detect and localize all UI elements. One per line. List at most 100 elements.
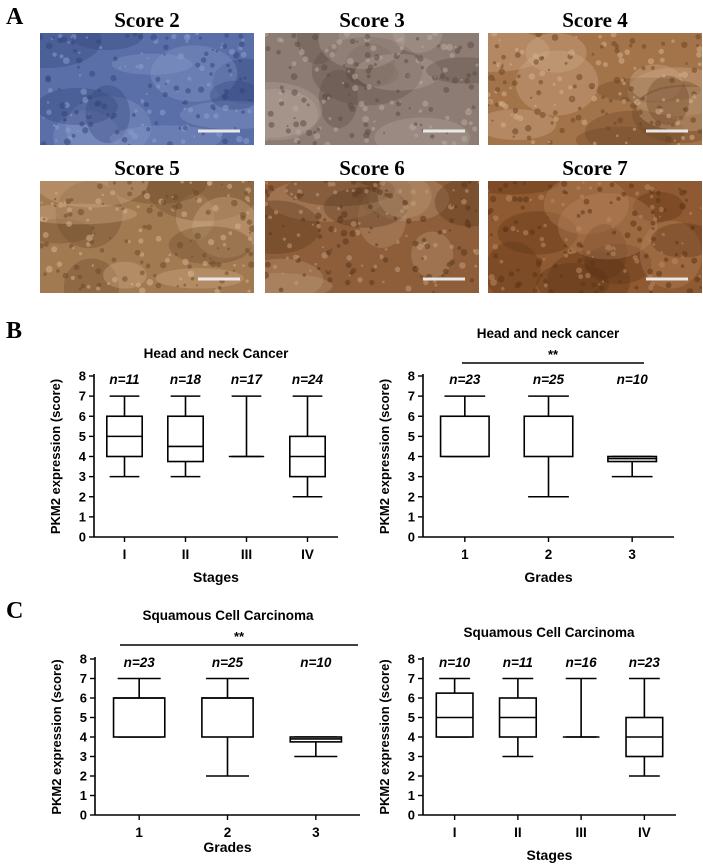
x-tick-label: II (514, 825, 522, 840)
n-label: n=17 (231, 372, 264, 387)
chart-title: Squamous Cell Carcinoma (142, 608, 314, 623)
n-label: n=23 (629, 655, 661, 670)
box (607, 455, 658, 478)
micrograph-image (488, 181, 702, 293)
y-tick-label: 3 (80, 749, 87, 764)
box-plot: Squamous Cell Carcinoma ** 0 1 2 3 4 5 6 7 8 PKM2 e… (49, 608, 360, 855)
y-tick-label: 1 (408, 509, 415, 524)
box (562, 677, 600, 738)
y-tick-label: 6 (408, 691, 415, 706)
y-tick-label: 6 (80, 691, 87, 706)
y-tick-label: 5 (79, 429, 86, 444)
y-axis-label: PKM2 expression (score) (377, 659, 392, 814)
chart-title: Head and neck cancer (477, 326, 620, 341)
y-tick-label: 8 (408, 369, 415, 384)
y-tick-label: 7 (79, 389, 86, 404)
y-tick-label: 8 (80, 652, 87, 667)
y-tick-label: 7 (80, 671, 87, 686)
y-tick-label: 5 (80, 710, 87, 725)
y-tick-label: 0 (408, 808, 415, 823)
y-axis-label: PKM2 expression (score) (48, 379, 63, 534)
box (112, 677, 166, 738)
box (523, 395, 574, 498)
x-tick-label: I (123, 547, 127, 562)
x-tick-label: IV (638, 825, 651, 840)
box (625, 677, 664, 777)
y-axis-label: PKM2 expression (score) (49, 659, 64, 814)
panel-letter-b: B (6, 318, 23, 344)
significance-label: ** (548, 347, 559, 362)
box (435, 677, 474, 738)
x-tick-label: 1 (135, 825, 143, 840)
box (167, 395, 204, 478)
box (289, 736, 343, 758)
y-tick-label: 2 (79, 489, 86, 504)
n-label: n=18 (170, 372, 202, 387)
micrograph-title: Score 2 (114, 8, 180, 32)
y-tick-label: 4 (408, 730, 416, 745)
y-tick-label: 0 (80, 808, 87, 823)
chart-title: Squamous Cell Carcinoma (463, 625, 635, 640)
y-tick-label: 3 (408, 469, 415, 484)
micrograph-image (40, 181, 254, 293)
box (106, 395, 143, 478)
y-tick-label: 5 (408, 710, 415, 725)
y-tick-label: 4 (408, 449, 416, 464)
significance-label: ** (234, 629, 245, 644)
box (201, 677, 254, 777)
y-tick-label: 0 (408, 530, 415, 545)
micrograph-title: Score 5 (114, 156, 180, 180)
y-tick-label: 3 (408, 749, 415, 764)
x-tick-label: 2 (545, 547, 553, 562)
micrograph-title: Score 6 (339, 156, 405, 180)
micrograph-image (40, 33, 254, 145)
micrograph-title: Score 3 (339, 8, 405, 32)
x-tick-label: 3 (312, 825, 320, 840)
y-tick-label: 1 (80, 788, 87, 803)
n-label: n=11 (503, 655, 533, 670)
y-tick-label: 1 (408, 788, 415, 803)
n-label: n=24 (292, 372, 324, 387)
x-tick-label: IV (301, 547, 314, 562)
y-tick-label: 2 (80, 769, 87, 784)
micrograph-image (265, 33, 479, 145)
y-tick-label: 6 (408, 409, 415, 424)
y-tick-label: 8 (79, 369, 86, 384)
y-tick-label: 8 (408, 652, 415, 667)
panel-letter-c: C (6, 598, 24, 624)
n-label: n=25 (212, 655, 244, 670)
y-axis-label: PKM2 expression (score) (377, 379, 392, 534)
y-tick-label: 0 (79, 530, 86, 545)
chart-title: Head and neck Cancer (144, 346, 290, 361)
n-label: n=23 (449, 372, 481, 387)
x-tick-label: III (575, 825, 586, 840)
y-tick-label: 4 (80, 730, 88, 745)
y-tick-label: 1 (79, 509, 86, 524)
y-tick-label: 7 (408, 671, 415, 686)
micrograph-image (265, 181, 479, 293)
micrograph-title: Score 7 (562, 156, 628, 180)
y-tick-label: 5 (408, 429, 415, 444)
x-tick-label: 2 (224, 825, 232, 840)
x-axis-label: Stages (527, 847, 573, 863)
box (498, 677, 538, 758)
n-label: n=10 (300, 655, 332, 670)
n-label: n=25 (533, 372, 565, 387)
x-axis-label: Grades (524, 569, 572, 585)
box-plot: Head and neck Cancer 0 1 2 3 4 5 6 7 8 PKM2 expres… (48, 346, 338, 585)
n-label: n=16 (566, 655, 598, 670)
micrograph-image (488, 33, 702, 145)
y-tick-label: 6 (79, 409, 86, 424)
y-tick-label: 2 (408, 769, 415, 784)
y-tick-label: 4 (79, 449, 87, 464)
box (228, 395, 265, 458)
box-plot: Head and neck cancer ** 0 1 2 3 4 5 6 7 8 PKM2 expr… (377, 326, 674, 585)
y-tick-label: 7 (408, 389, 415, 404)
box (289, 395, 326, 498)
x-tick-label: I (453, 825, 457, 840)
x-tick-label: II (182, 547, 190, 562)
n-label: n=23 (124, 655, 156, 670)
y-tick-label: 3 (79, 469, 86, 484)
n-label: n=10 (439, 655, 471, 670)
